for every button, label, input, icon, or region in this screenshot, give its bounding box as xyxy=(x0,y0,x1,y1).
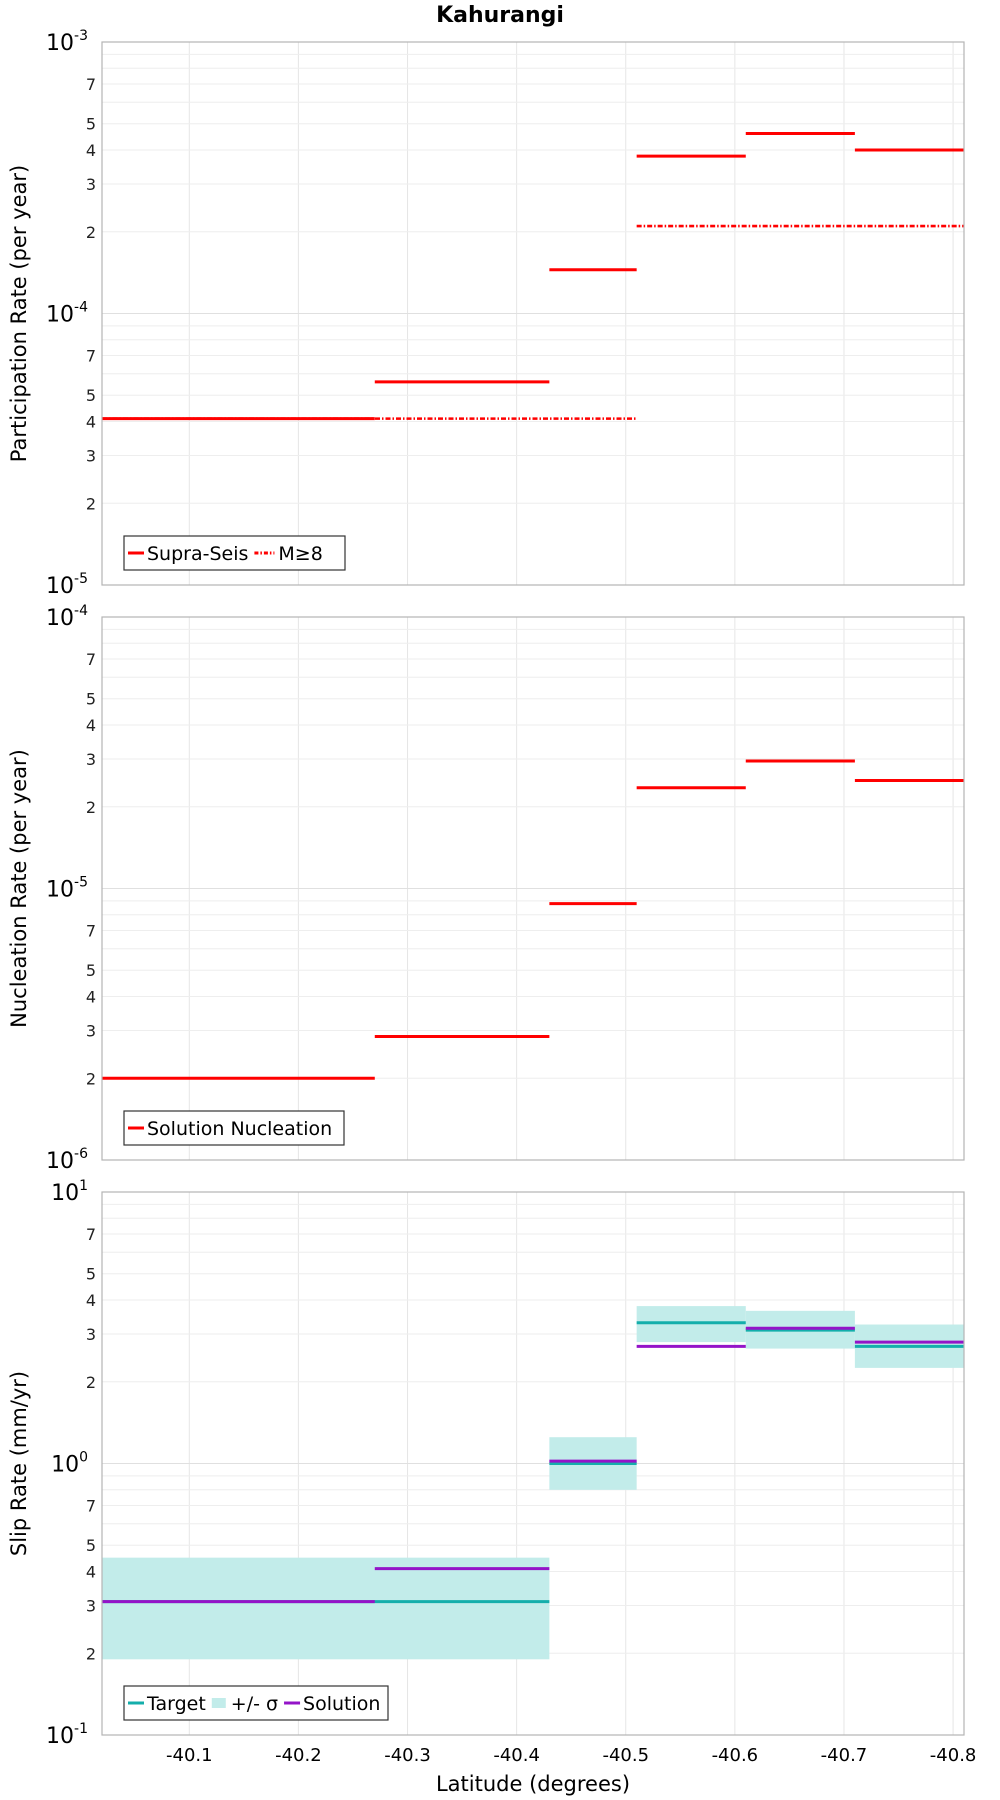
x-tick-label: -40.4 xyxy=(493,1745,540,1766)
y-minor-tick-label: 5 xyxy=(86,690,96,709)
y-major-tick-label: 10-1 xyxy=(46,1721,88,1749)
y-major-tick-label: 10-6 xyxy=(46,1146,88,1174)
y-axis: 10-1 100 101 2 3 4 5 7 2 3 4 5 7 xyxy=(46,1178,96,1749)
legend-label: Solution xyxy=(303,1693,380,1715)
y-axis-label: Participation Rate (per year) xyxy=(7,165,31,462)
legend-box xyxy=(123,1685,389,1721)
series-solution xyxy=(102,1326,964,1604)
series-solution-nucleation xyxy=(102,759,964,1080)
y-minor-tick-label: 2 xyxy=(86,1069,96,1088)
y-major-tick-label: 10-3 xyxy=(46,28,88,56)
legend: Target +/- σ Solution xyxy=(123,1685,389,1721)
y-axis-label: Nucleation Rate (per year) xyxy=(7,749,31,1028)
panels: 10-5 10-4 10-3 2 3 4 5 7 2 3 4 5 7 Participation Rate… xyxy=(7,28,965,1749)
series-m-8 xyxy=(102,224,964,420)
y-major-tick-label: 10-5 xyxy=(46,875,88,903)
y-minor-tick-label: 2 xyxy=(86,1644,96,1663)
y-minor-tick-label: 5 xyxy=(86,386,96,405)
legend-box xyxy=(123,1110,345,1146)
band-sigma xyxy=(102,1306,964,1660)
legend: Supra-Seis M≥8 xyxy=(123,535,346,571)
y-minor-tick-label: 4 xyxy=(86,413,96,432)
y-major-tick-label: 10-5 xyxy=(46,571,88,599)
panel-nucleation: 10-6 10-5 10-4 2 3 4 5 7 2 3 4 5 7 Nucleation Rate (p… xyxy=(7,603,965,1174)
y-minor-tick-label: 4 xyxy=(86,716,96,735)
gridlines xyxy=(102,1192,964,1736)
legend-swatch xyxy=(211,1698,226,1708)
y-minor-tick-label: 3 xyxy=(86,446,96,465)
x-tick-label: -40.6 xyxy=(712,1745,759,1766)
plot-frame xyxy=(101,41,965,586)
x-axis: -40.1 -40.2 -40.3 -40.4 -40.5 -40.6 -40.7 -40.8 xyxy=(166,1745,976,1766)
y-minor-tick-label: 7 xyxy=(86,650,96,669)
chart-title: Kahurangi xyxy=(436,3,564,28)
y-minor-tick-label: 5 xyxy=(86,1536,96,1555)
x-tick-label: -40.1 xyxy=(166,1745,213,1766)
x-axis-label: Latitude (degrees) xyxy=(436,1772,630,1796)
y-minor-tick-label: 5 xyxy=(86,1265,96,1284)
sigma-band-segment xyxy=(102,1557,550,1660)
y-major-tick-label: 10-4 xyxy=(46,603,88,631)
y-minor-tick-label: 3 xyxy=(86,175,96,194)
y-axis: 10-6 10-5 10-4 2 3 4 5 7 2 3 4 5 7 xyxy=(46,603,96,1174)
y-minor-tick-label: 3 xyxy=(86,1325,96,1344)
y-major-tick-label: 100 xyxy=(51,1450,88,1478)
y-minor-tick-label: 5 xyxy=(86,115,96,134)
legend-label: M≥8 xyxy=(278,543,322,565)
y-minor-tick-label: 3 xyxy=(86,1596,96,1615)
y-minor-tick-label: 2 xyxy=(86,494,96,513)
x-tick-label: -40.2 xyxy=(275,1745,322,1766)
y-minor-tick-label: 7 xyxy=(86,75,96,94)
x-tick-label: -40.5 xyxy=(602,1745,649,1766)
gridlines xyxy=(102,42,964,586)
y-minor-tick-label: 3 xyxy=(86,750,96,769)
legend-label: Target xyxy=(146,1693,206,1715)
y-minor-tick-label: 7 xyxy=(86,1225,96,1244)
y-minor-tick-label: 2 xyxy=(86,1373,96,1392)
legend-label: +/- σ xyxy=(231,1693,278,1715)
legend-label: Supra-Seis xyxy=(147,543,248,565)
y-minor-tick-label: 7 xyxy=(86,922,96,941)
y-minor-tick-label: 2 xyxy=(86,798,96,817)
y-axis-label: Slip Rate (mm/yr) xyxy=(7,1371,31,1556)
y-minor-tick-label: 5 xyxy=(86,961,96,980)
y-minor-tick-label: 2 xyxy=(86,223,96,242)
y-major-tick-label: 101 xyxy=(51,1178,88,1206)
y-major-tick-label: 10-4 xyxy=(46,300,88,328)
x-tick-label: -40.8 xyxy=(930,1745,977,1766)
y-minor-tick-label: 4 xyxy=(86,988,96,1007)
gridlines xyxy=(102,617,964,1161)
y-minor-tick-label: 4 xyxy=(86,1291,96,1310)
x-tick-label: -40.3 xyxy=(384,1745,431,1766)
y-minor-tick-label: 3 xyxy=(86,1021,96,1040)
plot-frame xyxy=(101,1191,965,1736)
y-minor-tick-label: 7 xyxy=(86,347,96,366)
y-axis: 10-5 10-4 10-3 2 3 4 5 7 2 3 4 5 7 xyxy=(46,28,96,599)
x-tick-label: -40.7 xyxy=(821,1745,868,1766)
plot-frame xyxy=(101,616,965,1161)
y-minor-tick-label: 7 xyxy=(86,1497,96,1516)
panel-participation: 10-5 10-4 10-3 2 3 4 5 7 2 3 4 5 7 Participation Rate… xyxy=(7,28,965,599)
legend-box xyxy=(123,535,346,571)
panel-slip: 10-1 100 101 2 3 4 5 7 2 3 4 5 7 Slip Rate (mm/yr) Tar… xyxy=(7,1178,965,1749)
y-minor-tick-label: 4 xyxy=(86,1563,96,1582)
y-minor-tick-label: 4 xyxy=(86,141,96,160)
legend-label: Solution Nucleation xyxy=(147,1118,332,1140)
legend: Solution Nucleation xyxy=(123,1110,345,1146)
